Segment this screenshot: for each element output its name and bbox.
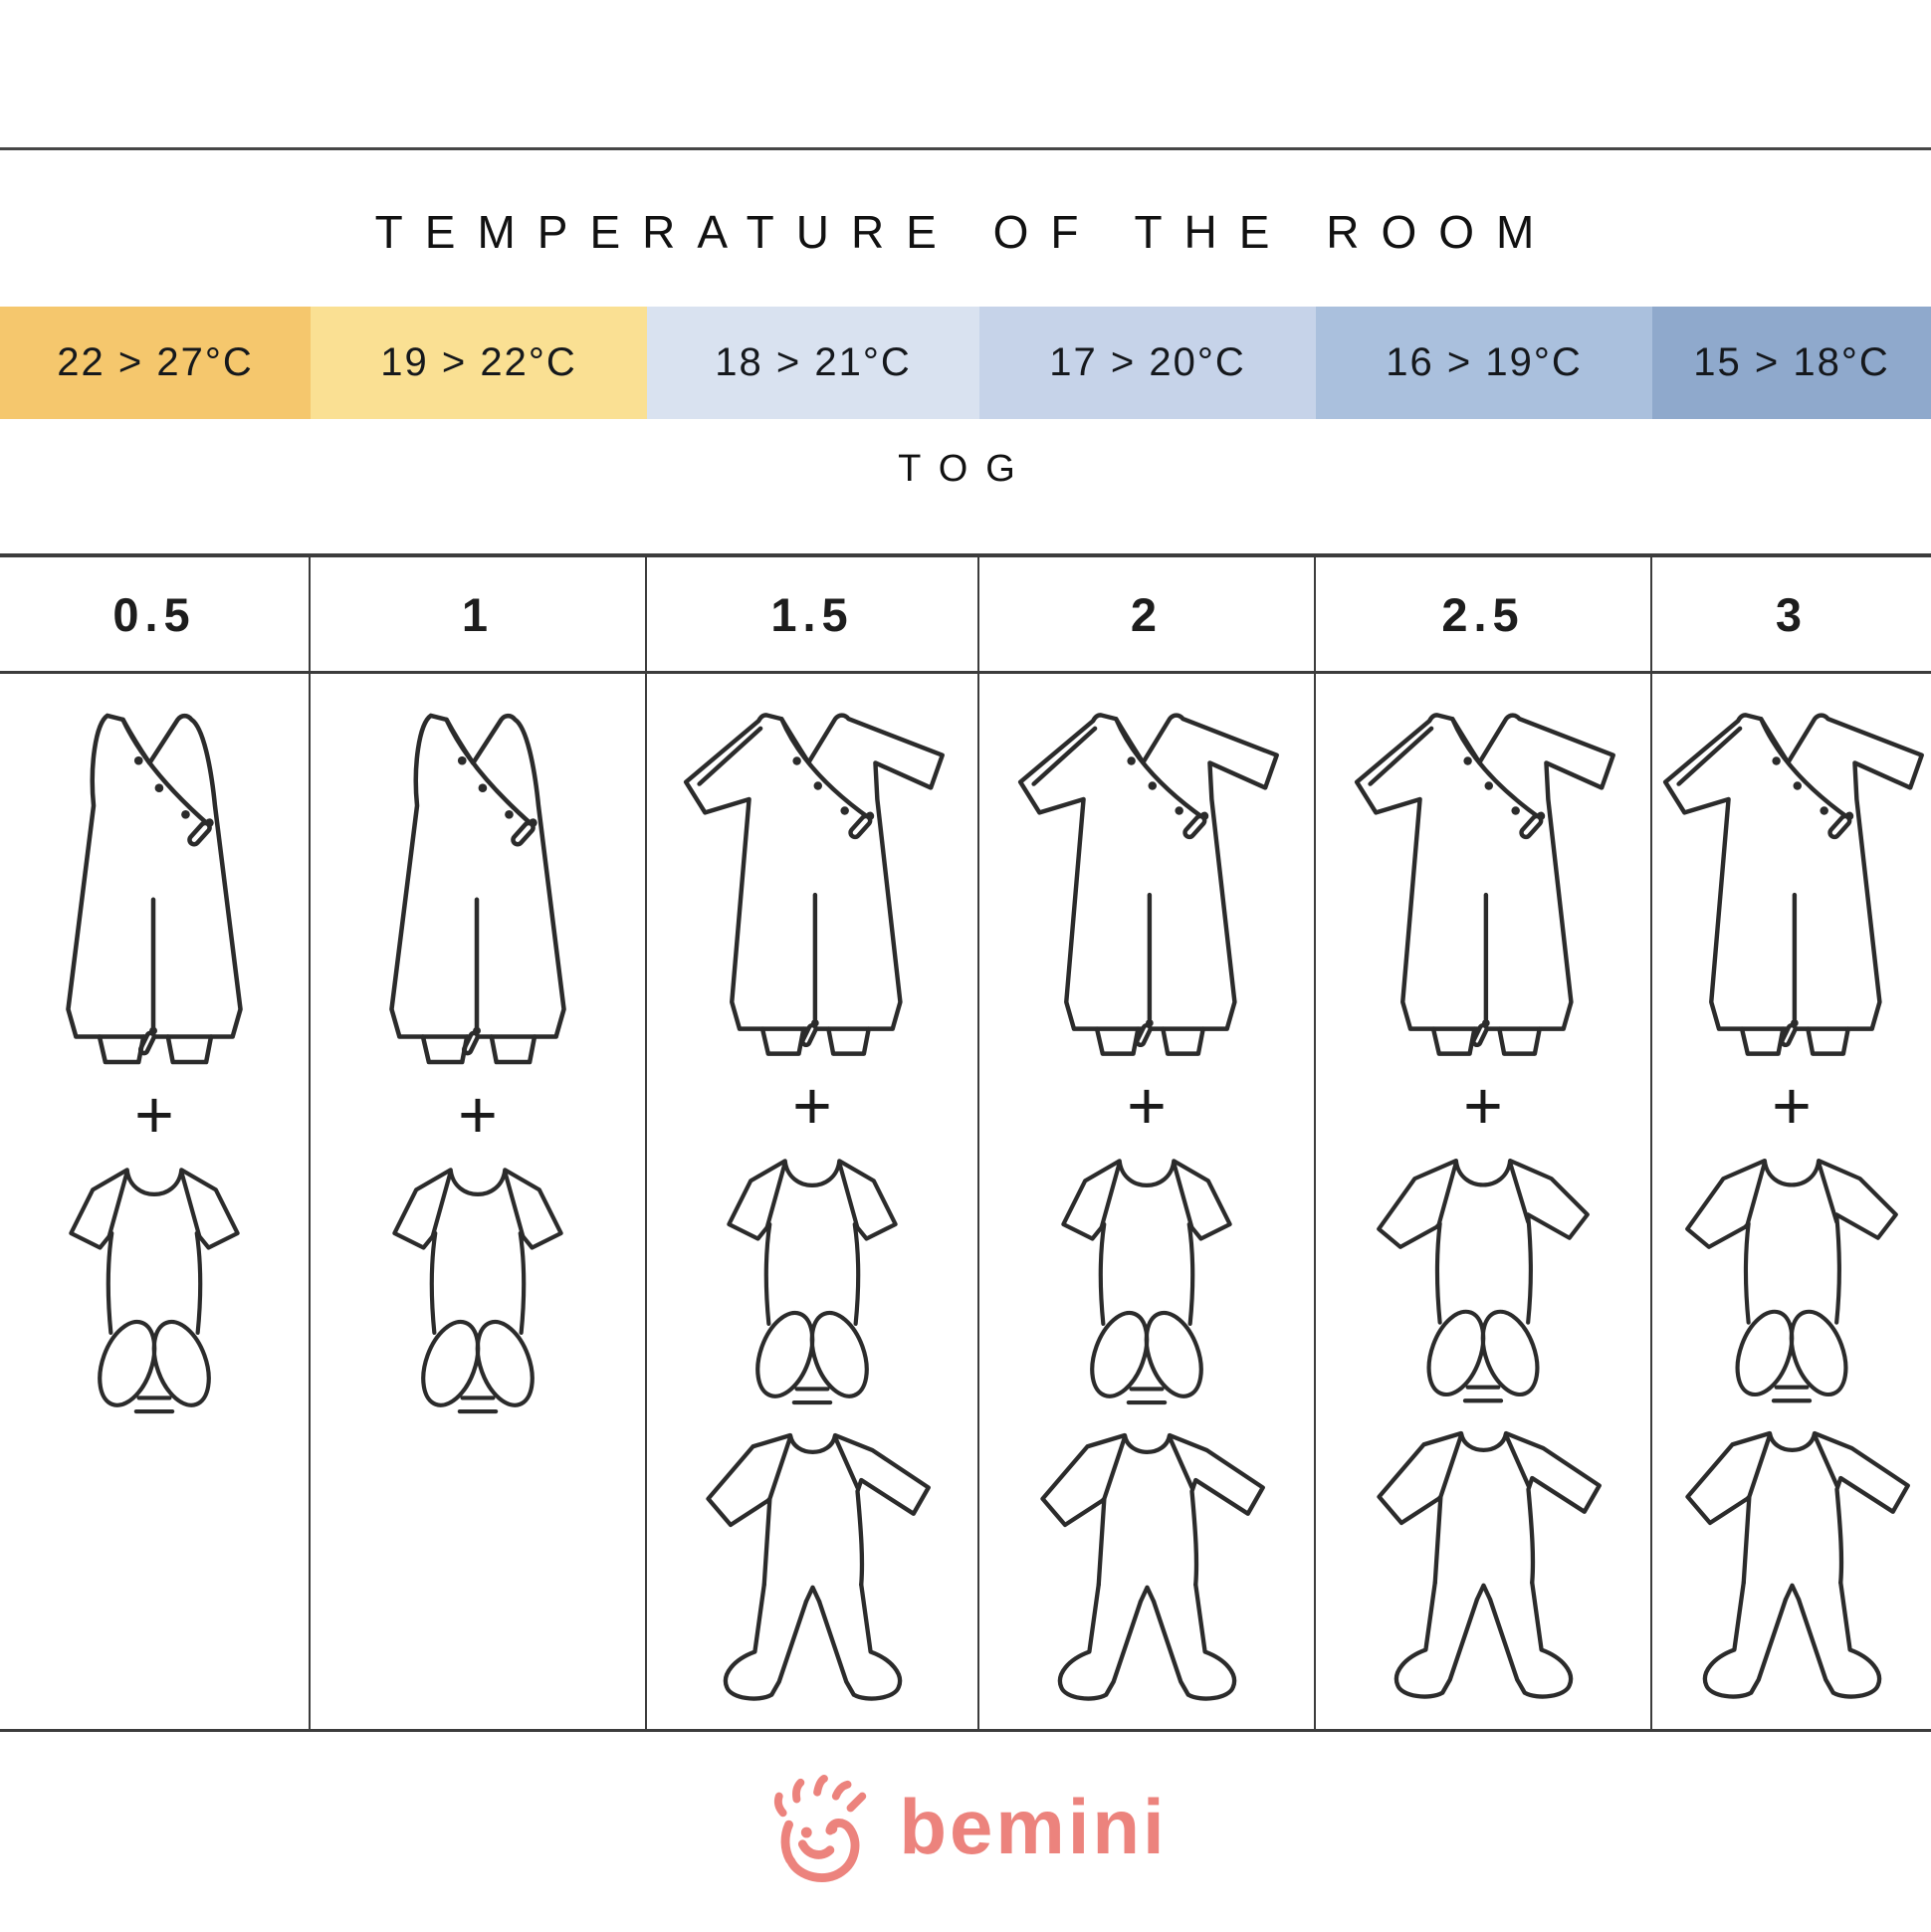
temperature-band: 18 > 21°C [647,307,979,419]
tog-column-3: + [1652,674,1931,1729]
plus-sign: + [134,1077,174,1153]
tog-header-row: 0.5 1 1.5 2 2.5 3 [0,557,1931,674]
temperature-band: 17 > 20°C [979,307,1316,419]
tog-column-0.5: + [0,674,311,1729]
temperature-band: 19 > 22°C [311,307,647,419]
tog-value-2: 2 [979,557,1316,671]
page-title: TEMPERATURE OF THE ROOM [374,206,1557,258]
temperature-band: 22 > 27°C [0,307,311,419]
bemini-face-icon [763,1774,881,1891]
sleeping-bag-sleeveless-illustration [37,700,272,1078]
tog-column-1.5: + [647,674,979,1729]
sleeping-bag-long-sleeve-illustration [1652,700,1931,1069]
tog-column-2: + [979,674,1316,1729]
bodysuit-short-sleeve-illustration [1047,1143,1246,1414]
tog-value-2.5: 2.5 [1316,557,1652,671]
plus-sign: + [1463,1068,1503,1144]
bodysuit-short-sleeve-illustration [378,1152,577,1423]
bodysuit-long-sleeve-illustration [1669,1143,1914,1412]
tog-value-1.5: 1.5 [647,557,979,671]
tog-title: TOG [898,448,1033,490]
brand-name: bemini [899,1783,1168,1870]
pajamas-footed-illustration [1016,1420,1278,1719]
bodysuit-short-sleeve-illustration [55,1152,254,1423]
sleeping-bag-long-sleeve-illustration [1334,700,1632,1069]
tog-value-1: 1 [311,557,647,671]
tog-column-1: + [311,674,647,1729]
brand-logo: bemini [0,1774,1931,1891]
temperature-band: 15 > 18°C [1652,307,1931,419]
tog-value-3: 3 [1775,587,1809,641]
tog-body-row: + + + + + + [0,674,1931,1729]
tog-table: 0.5 1 1.5 2 2.5 3 + + + + + + [0,553,1931,1732]
temperature-band: 16 > 19°C [1316,307,1652,419]
plus-sign: + [1772,1068,1812,1144]
sleeping-bag-long-sleeve-illustration [663,700,962,1069]
bodysuit-long-sleeve-illustration [1361,1143,1606,1412]
pajamas-footed-illustration [1661,1418,1923,1717]
temperature-band-row: 22 > 27°C 19 > 22°C 18 > 21°C 17 > 20°C 16 >… [0,307,1931,419]
tog-value-0.5: 0.5 [0,557,311,671]
pajamas-footed-illustration [682,1420,944,1719]
tog-column-2.5: + [1316,674,1652,1729]
plus-sign: + [458,1077,498,1153]
plus-sign: + [1127,1068,1167,1144]
sleeping-bag-long-sleeve-illustration [997,700,1296,1069]
plus-sign: + [792,1068,832,1144]
sleeping-bag-sleeveless-illustration [360,700,595,1078]
pajamas-footed-illustration [1353,1418,1614,1717]
bodysuit-short-sleeve-illustration [713,1143,912,1414]
top-divider-line [0,147,1931,150]
